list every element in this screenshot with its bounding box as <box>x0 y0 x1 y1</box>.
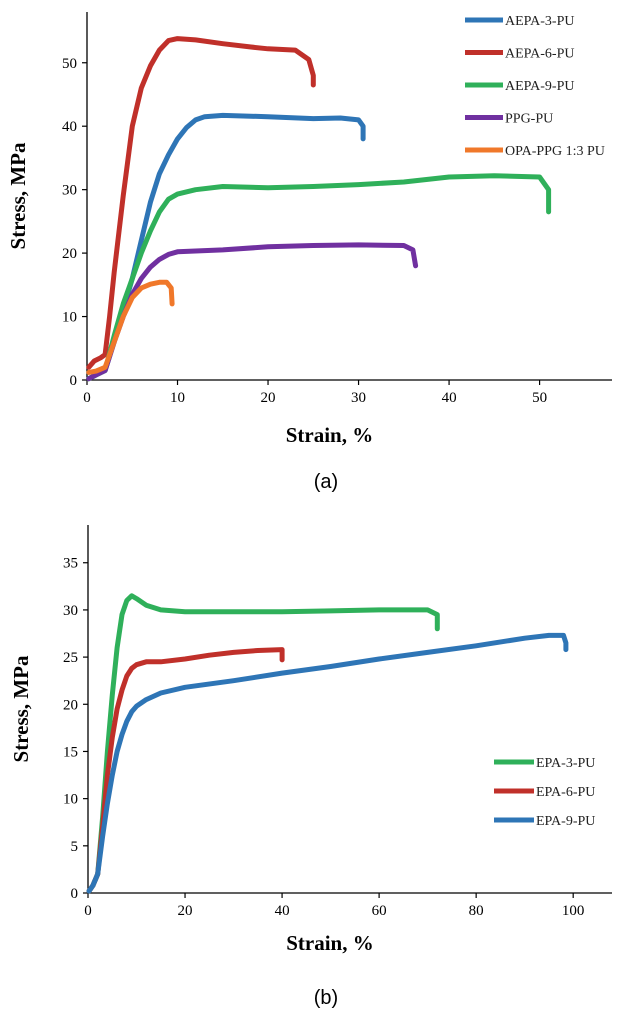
legend-label: OPA-PPG 1:3 PU <box>505 144 605 159</box>
y-tick-label: 20 <box>63 697 78 713</box>
series-line-aepa-6-pu <box>86 36 316 370</box>
y-tick-label: 0 <box>70 373 78 389</box>
legend-label: AEPA-3-PU <box>505 14 575 29</box>
y-tick-label: 5 <box>71 839 79 855</box>
x-tick-label: 60 <box>372 903 387 919</box>
x-tick-label: 0 <box>84 903 92 919</box>
legend-label: PPG-PU <box>505 112 553 127</box>
x-tick-label: 40 <box>442 390 457 406</box>
y-tick-label: 30 <box>62 183 77 199</box>
y-axis-title: Stress, MPa <box>9 655 33 762</box>
x-tick-label: 0 <box>83 390 91 406</box>
y-axis-title: Stress, MPa <box>6 142 30 249</box>
x-tick-label: 80 <box>469 903 484 919</box>
x-tick-label: 20 <box>261 390 276 406</box>
x-tick-label: 20 <box>178 903 193 919</box>
x-tick-label: 30 <box>351 390 366 406</box>
y-tick-label: 10 <box>62 310 77 326</box>
panel-label: (b) <box>314 987 338 1009</box>
legend-label: EPA-6-PU <box>536 785 595 800</box>
legend-label: EPA-9-PU <box>536 814 595 829</box>
y-tick-label: 35 <box>63 556 78 572</box>
y-tick-label: 40 <box>62 119 77 135</box>
legend-label: EPA-3-PU <box>536 756 595 771</box>
y-tick-label: 25 <box>63 650 78 666</box>
y-tick-label: 50 <box>62 56 77 72</box>
x-tick-label: 10 <box>170 390 185 406</box>
y-tick-label: 20 <box>62 246 77 262</box>
y-tick-label: 30 <box>63 603 78 619</box>
panel-label: (a) <box>314 471 338 493</box>
y-tick-label: 0 <box>71 886 79 902</box>
x-tick-label: 40 <box>275 903 290 919</box>
legend-label: AEPA-6-PU <box>505 47 575 62</box>
y-tick-label: 15 <box>63 744 78 760</box>
series-line-opa-ppg-1-3-pu <box>86 279 175 375</box>
series-line-aepa-9-pu <box>86 173 552 382</box>
legend-label: AEPA-9-PU <box>505 79 575 94</box>
series-line-epa-3-pu <box>86 593 440 894</box>
series-line-epa-9-pu <box>86 632 569 894</box>
x-tick-label: 50 <box>532 390 547 406</box>
x-axis-title: Strain, % <box>286 931 374 955</box>
x-axis-title: Strain, % <box>286 423 374 447</box>
y-tick-label: 10 <box>63 792 78 808</box>
x-tick-label: 100 <box>562 903 585 919</box>
